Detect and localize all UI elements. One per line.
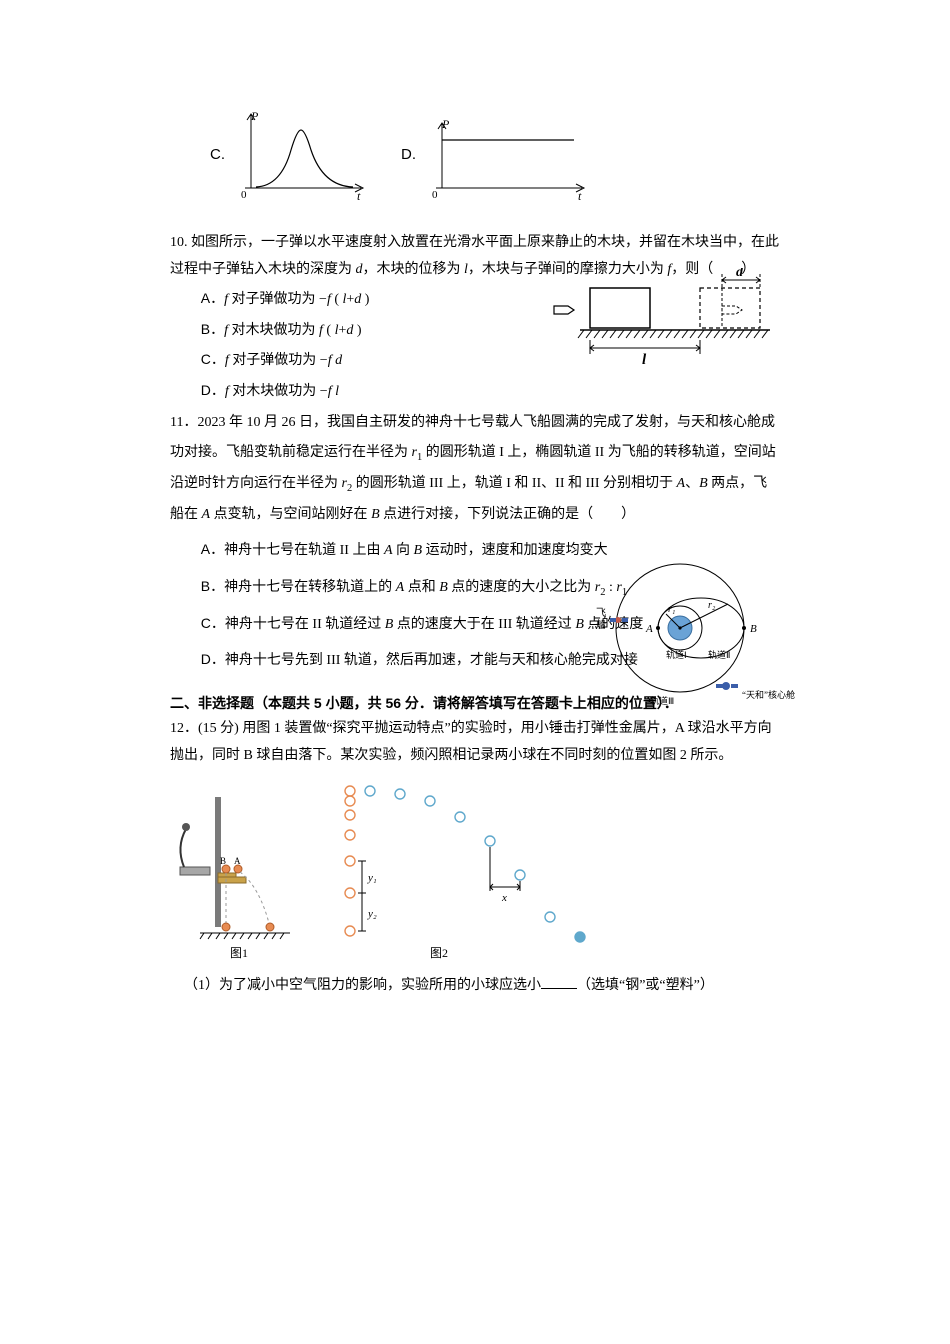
label-A: A xyxy=(645,623,653,635)
q12-figures: B A xyxy=(170,777,780,967)
label-y1: y₁ xyxy=(367,872,377,884)
label-orbit2: 轨道Ⅱ xyxy=(708,649,730,660)
axis-o: 0 xyxy=(241,189,247,200)
graph-d: P 0 t xyxy=(422,110,592,200)
label-orbit1: 轨道Ⅰ xyxy=(666,649,687,660)
label-l: l xyxy=(642,352,647,368)
option-graphs-row: C. P 0 t D. P 0 t xyxy=(210,110,740,200)
q10-figure: d xyxy=(550,268,780,368)
fig2-label: 图2 xyxy=(430,946,448,960)
label-ship: 飞 xyxy=(596,608,606,619)
option-c-label: C. xyxy=(210,141,225,170)
blank-input[interactable] xyxy=(541,988,577,989)
fig1-label: 图1 xyxy=(230,946,248,960)
label-B: B xyxy=(750,623,757,635)
graph-c: P 0 t xyxy=(231,110,371,200)
fig1: B A xyxy=(180,797,290,960)
axis-t: t xyxy=(578,189,582,200)
label-ship2: 船 xyxy=(596,618,606,631)
label-orbit3: 轨道Ⅲ xyxy=(650,695,674,706)
fig2: y₁ y₂ xyxy=(345,786,585,960)
q11-stem: 11．2023 年 10 月 26 日，我国自主研发的神舟十七号载人飞船圆满的完… xyxy=(170,408,780,531)
axis-o: 0 xyxy=(432,189,438,200)
label-core: “天和”核心舱 xyxy=(742,689,795,700)
label-r2: r₂ xyxy=(708,600,716,611)
label-x: x xyxy=(501,892,507,904)
label-B: B xyxy=(220,856,226,866)
question-11: 11．2023 年 10 月 26 日，我国自主研发的神舟十七号载人飞船圆满的完… xyxy=(170,408,780,678)
axis-t: t xyxy=(357,189,361,200)
question-10: 10. 如图所示，一子弹以水平速度射入放置在光滑水平面上原来静止的木块，并留在木… xyxy=(170,230,780,406)
q12-p1-pre: （1）为了减小中空气阻力的影响，实验所用的小球应选小 xyxy=(184,978,541,993)
q12-p1-post: （选填“钢”或“塑料”） xyxy=(577,978,714,993)
label-d: d xyxy=(736,268,744,280)
q12-part1: （1）为了减小中空气阻力的影响，实验所用的小球应选小 （选填“钢”或“塑料”） xyxy=(170,973,780,1000)
q12-stem: 12．(15 分) 用图 1 装置做“探究平抛运动特点”的实验时，用小锤击打弹性… xyxy=(170,716,780,769)
label-A: A xyxy=(234,856,241,866)
q11-figure: A B r₁ r₂ 飞 船 轨道Ⅰ xyxy=(580,558,820,718)
q10-opt-d: D．f 对木块做功为 −f l xyxy=(201,377,780,406)
question-12: 12．(15 分) 用图 1 装置做“探究平抛运动特点”的实验时，用小锤击打弹性… xyxy=(170,716,780,1000)
label-r1: r₁ xyxy=(668,604,675,615)
page: C. P 0 t D. P 0 t 10. 如图所示，一子弹以水平速度射入放置在… xyxy=(85,0,865,1060)
option-d-label: D. xyxy=(401,141,416,170)
label-y2: y₂ xyxy=(367,908,377,920)
